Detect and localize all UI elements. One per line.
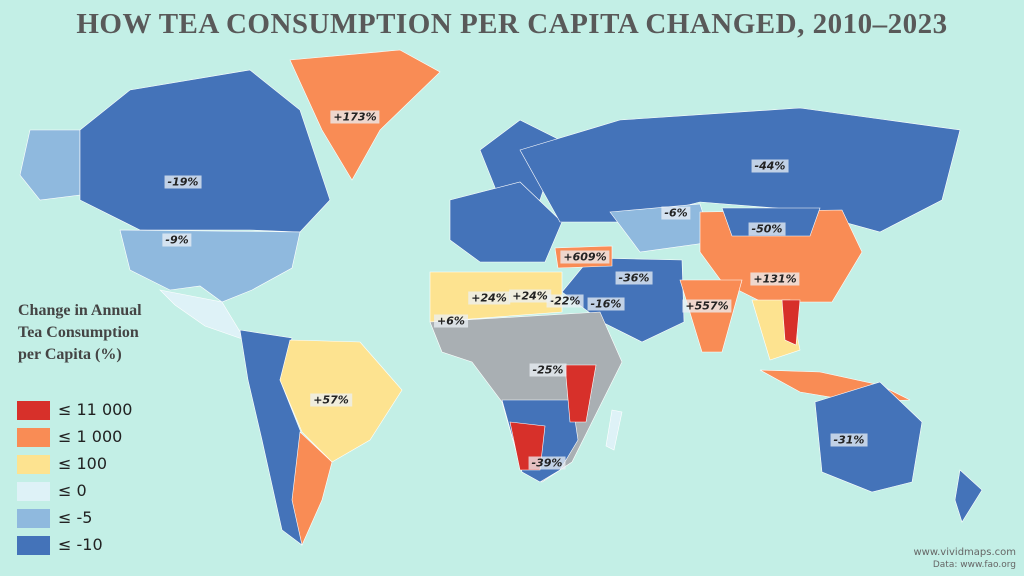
map-label: -6%	[661, 206, 691, 220]
legend-label: ≤ -10	[58, 535, 103, 554]
map-label: +173%	[330, 110, 380, 124]
argentina	[291, 431, 333, 546]
legend-swatch	[17, 482, 50, 501]
vietnam	[781, 299, 801, 346]
legend-swatch	[17, 536, 50, 555]
mexico	[159, 289, 246, 341]
map-label: +24%	[509, 289, 551, 303]
legend-title: Change in Annual Tea Consumption per Cap…	[18, 302, 142, 363]
map-label: -19%	[164, 175, 202, 189]
mongolia	[721, 207, 821, 237]
legend-swatch	[17, 428, 50, 447]
map-label: -39%	[528, 456, 566, 470]
australia	[814, 381, 923, 493]
legend-swatch	[17, 509, 50, 528]
map-label: -44%	[751, 159, 789, 173]
map-label: -25%	[529, 363, 567, 377]
map-label: -9%	[162, 233, 192, 247]
map-label: +24%	[468, 291, 510, 305]
map-title: HOW TEA CONSUMPTION PER CAPITA CHANGED, …	[76, 8, 948, 40]
map-label: -50%	[748, 222, 786, 236]
data-credit: Data: www.fao.org	[932, 560, 1016, 570]
alaska	[19, 129, 81, 201]
india	[679, 279, 743, 353]
map-label: -31%	[830, 433, 868, 447]
legend-label: ≤ 1 000	[58, 427, 123, 446]
new-zealand	[954, 469, 983, 523]
legend-label: ≤ 0	[58, 481, 87, 500]
map-label: +6%	[434, 314, 468, 328]
russia	[519, 107, 961, 233]
east-africa	[564, 364, 597, 423]
legend-swatch	[17, 401, 50, 420]
europe	[449, 181, 563, 263]
legend-label: ≤ 100	[58, 454, 108, 473]
usa	[119, 229, 301, 303]
map-label: -36%	[615, 271, 653, 285]
map-label: +609%	[560, 250, 610, 264]
map-label: +131%	[750, 272, 800, 286]
map-label: +57%	[310, 393, 352, 407]
site-credit: www.vividmaps.com	[913, 547, 1017, 558]
legend-label: ≤ 11 000	[58, 400, 133, 419]
map-label: -16%	[587, 297, 625, 311]
map-label: -22%	[546, 294, 584, 308]
canada	[79, 69, 331, 233]
legend-swatch	[17, 455, 50, 474]
legend-label: ≤ -5	[58, 508, 93, 527]
madagascar	[605, 409, 623, 451]
map-label: +557%	[682, 299, 732, 313]
